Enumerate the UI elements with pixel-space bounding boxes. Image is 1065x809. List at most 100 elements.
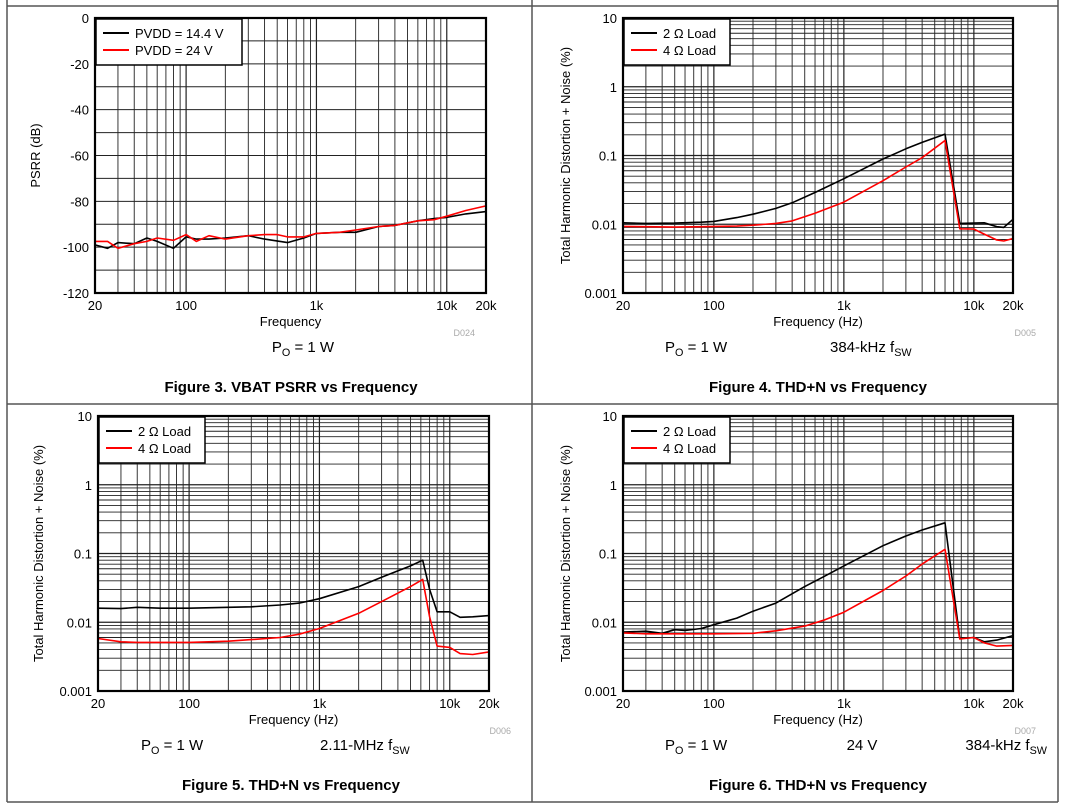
y-tick-label: 0.1 xyxy=(599,547,617,562)
legend: 2 Ω Load 4 Ω Load xyxy=(623,18,731,66)
x-tick-label: 20k xyxy=(476,298,497,313)
series-line-black xyxy=(97,559,490,619)
legend-label: PVDD = 14.4 V xyxy=(135,26,224,41)
plot-frame xyxy=(621,414,1015,693)
y-axis-label: PSRR (dB) xyxy=(28,123,43,187)
y-tick-label: 0.001 xyxy=(584,286,617,301)
x-tick-label: 1k xyxy=(837,298,851,313)
legend-label: 2 Ω Load xyxy=(663,26,716,41)
x-tick-label: 20 xyxy=(616,696,630,711)
x-tick-label: 100 xyxy=(175,298,197,313)
y-tick-label: 10 xyxy=(603,409,617,424)
y-tick-label: 0.01 xyxy=(592,217,617,232)
x-tick-label: 20k xyxy=(1003,696,1024,711)
x-tick-label: 1k xyxy=(837,696,851,711)
x-axis-label: Frequency (Hz) xyxy=(773,314,863,329)
x-tick-label: 20k xyxy=(479,696,500,711)
condition-label: PO​ = 1 W xyxy=(665,737,728,757)
y-tick-label: -20 xyxy=(70,57,89,72)
figure-caption: Figure 5. THD+N vs Frequency xyxy=(182,777,401,794)
legend-box xyxy=(98,416,206,464)
figure-caption: Figure 4. THD+N vs Frequency xyxy=(709,379,928,396)
x-axis-label: Frequency xyxy=(260,314,322,329)
y-tick-label: 1 xyxy=(610,80,617,95)
x-tick-label: 1k xyxy=(313,696,327,711)
figure-code: D024 xyxy=(453,328,475,338)
y-tick-label: -120 xyxy=(63,286,89,301)
legend-box xyxy=(623,18,731,66)
x-tick-label: 10k xyxy=(436,298,457,313)
legend-label: 2 Ω Load xyxy=(138,424,191,439)
figure-code: D006 xyxy=(489,726,511,736)
y-axis-label: Total Harmonic Distortion + Noise (%) xyxy=(558,47,573,264)
x-axis-label: Frequency (Hz) xyxy=(249,712,339,727)
figure-code: D007 xyxy=(1014,726,1036,736)
plot-frame xyxy=(96,414,491,693)
series-line-black xyxy=(622,133,1014,229)
figure-5-panel: 2 Ω Load 4 Ω Load 20 100 1k 10k 20k 10 1 0.1 0.01 0… xyxy=(31,409,511,794)
table-borders xyxy=(6,0,1059,803)
x-tick-label: 20 xyxy=(91,696,105,711)
y-tick-label: 0.01 xyxy=(67,615,92,630)
condition-label: PO​ = 1 W xyxy=(665,339,728,359)
figure-3-panel: PVDD = 14.4 V PVDD = 24 V 20 100 1k 10k 20k 0 -2… xyxy=(28,11,497,396)
x-tick-label: 100 xyxy=(703,298,725,313)
figure-6-panel: 2 Ω Load 4 Ω Load 20 100 1k 10k 20k 10 1 0.1 0.01 0… xyxy=(558,409,1048,794)
y-tick-label: -80 xyxy=(70,194,89,209)
figure-4-panel: 2 Ω Load 4 Ω Load 20 100 1k 10k 20k 10 1 0.1 0.01 0… xyxy=(558,11,1036,396)
legend: PVDD = 14.4 V PVDD = 24 V xyxy=(95,18,243,66)
condition-label: 384-kHz fSW​ xyxy=(965,737,1047,757)
figure-caption: Figure 6. THD+N vs Frequency xyxy=(709,777,928,794)
x-tick-label: 10k xyxy=(439,696,460,711)
series-line-black xyxy=(622,521,1014,643)
x-axis-label: Frequency (Hz) xyxy=(773,712,863,727)
x-tick-label: 20 xyxy=(616,298,630,313)
y-tick-label: -60 xyxy=(70,149,89,164)
condition-label: 24 V xyxy=(847,737,878,754)
y-tick-label: 0.1 xyxy=(599,149,617,164)
y-tick-label: 10 xyxy=(603,11,617,26)
figure-caption: Figure 3. VBAT PSRR vs Frequency xyxy=(164,379,418,396)
legend-label: 4 Ω Load xyxy=(138,441,191,456)
x-tick-label: 1k xyxy=(310,298,324,313)
legend: 2 Ω Load 4 Ω Load xyxy=(623,416,731,464)
y-tick-label: -40 xyxy=(70,103,89,118)
figure-code: D005 xyxy=(1014,328,1036,338)
legend-box xyxy=(623,416,731,464)
y-axis-label: Total Harmonic Distortion + Noise (%) xyxy=(558,445,573,662)
series-line-red xyxy=(97,578,490,656)
series-line-red xyxy=(622,548,1014,647)
legend-label: PVDD = 24 V xyxy=(135,43,213,58)
x-tick-label: 10k xyxy=(963,298,984,313)
legend-box xyxy=(95,18,243,66)
y-tick-label: 0.001 xyxy=(584,684,617,699)
series-line-black xyxy=(94,210,487,250)
legend: 2 Ω Load 4 Ω Load xyxy=(98,416,206,464)
condition-label: 2.11-MHz fSW​ xyxy=(320,737,410,757)
plot-frame xyxy=(93,16,488,295)
y-tick-label: 0.01 xyxy=(592,615,617,630)
y-tick-label: 0.1 xyxy=(74,547,92,562)
series-line-red xyxy=(95,205,487,250)
plot-frame xyxy=(621,16,1015,295)
y-tick-label: 0 xyxy=(82,11,89,26)
y-tick-label: 10 xyxy=(78,409,92,424)
series-line-red xyxy=(622,139,1014,242)
legend-label: 4 Ω Load xyxy=(663,43,716,58)
x-tick-label: 20 xyxy=(88,298,102,313)
y-tick-label: 0.001 xyxy=(59,684,92,699)
y-tick-label: 1 xyxy=(85,478,92,493)
legend-label: 4 Ω Load xyxy=(663,441,716,456)
x-tick-label: 100 xyxy=(178,696,200,711)
grid xyxy=(623,18,1013,293)
legend-label: 2 Ω Load xyxy=(663,424,716,439)
y-axis-label: Total Harmonic Distortion + Noise (%) xyxy=(31,445,46,662)
condition-label: PO​ = 1 W xyxy=(272,339,335,359)
x-tick-label: 100 xyxy=(703,696,725,711)
x-tick-label: 10k xyxy=(963,696,984,711)
x-tick-label: 20k xyxy=(1003,298,1024,313)
condition-label: PO​ = 1 W xyxy=(141,737,204,757)
y-tick-label: 1 xyxy=(610,478,617,493)
y-tick-label: -100 xyxy=(63,240,89,255)
